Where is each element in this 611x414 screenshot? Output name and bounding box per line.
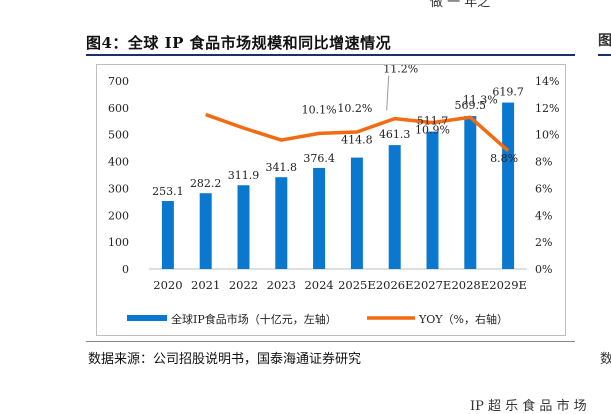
bar-value-label: 569.5 xyxy=(455,99,487,112)
yoy-value-label: 10.1% xyxy=(302,103,337,116)
bar xyxy=(161,201,174,269)
y-right-tick-label: 4% xyxy=(535,209,552,222)
title-underline xyxy=(86,54,575,56)
y-left-tick-label: 600 xyxy=(108,102,129,115)
x-category-label: 2025E xyxy=(338,278,376,292)
y-left-tick-label: 200 xyxy=(108,209,129,222)
yoy-value-label: 10.9% xyxy=(415,124,450,137)
bar-value-label: 282.2 xyxy=(190,177,222,190)
y-left-tick-label: 0 xyxy=(122,263,129,276)
x-category-label: 2020 xyxy=(153,278,182,292)
yoy-value-label: 11.3% xyxy=(463,93,498,106)
y-right-tick-label: 12% xyxy=(535,102,559,115)
cropped-adjacent-note: 数 xyxy=(600,352,611,367)
bar xyxy=(464,116,477,269)
y-left-tick-label: 700 xyxy=(108,75,129,88)
y-right-tick-label: 2% xyxy=(535,236,552,249)
y-right-tick-label: 0% xyxy=(535,263,552,276)
legend-bar-swatch xyxy=(127,315,167,321)
bar-value-label: 311.9 xyxy=(228,169,260,182)
bar xyxy=(199,193,212,269)
bar-value-label: 461.3 xyxy=(379,128,411,141)
bar xyxy=(350,157,363,269)
yoy-value-label: 8.8% xyxy=(490,152,518,165)
bar xyxy=(313,167,326,269)
y-right-tick-label: 8% xyxy=(535,156,552,169)
chart-svg: 0 100 200 300 400 500 600 700 0% 2% 4% 6% 8% 10% 12% 14… xyxy=(108,65,559,326)
x-category-label: 2023 xyxy=(267,278,296,292)
y-left-tick-label: 300 xyxy=(108,182,129,195)
x-category-label: 2028E xyxy=(451,278,489,292)
x-category-label: 2024 xyxy=(304,278,333,292)
y-right-tick-label: 6% xyxy=(535,182,552,195)
y-left-tick-label: 400 xyxy=(108,156,129,169)
yoy-line xyxy=(205,112,510,153)
chart-frame: 0 100 200 300 400 500 600 700 0% 2% 4% 6% 8% 10% 12% 14… xyxy=(96,64,566,336)
yoy-value-label: 10.2% xyxy=(337,102,372,115)
cropped-header-text: 做 一 年之 xyxy=(430,0,491,10)
x-category-label: 2022 xyxy=(229,278,258,292)
bar-value-label: 253.1 xyxy=(152,185,184,198)
y-left-tick-label: 100 xyxy=(108,236,129,249)
bar-value-label: 619.7 xyxy=(492,86,523,99)
legend-line-label: YOY（%，右轴） xyxy=(418,312,508,326)
bar xyxy=(502,102,515,269)
x-category-label: 2026E xyxy=(376,278,414,292)
y-right-tick-label: 10% xyxy=(535,129,559,142)
bar xyxy=(388,145,401,269)
bar-value-label: 414.8 xyxy=(341,134,373,147)
bar-value-label: 376.4 xyxy=(303,152,335,165)
x-category-label: 2021 xyxy=(191,278,220,292)
cropped-adjacent-title: 图 xyxy=(598,33,611,49)
bar-value-label: 341.8 xyxy=(266,161,298,174)
x-category-label: 2027E xyxy=(414,278,452,292)
bar xyxy=(275,177,288,269)
legend-bar-label: 全球IP食品市场（十亿元，左轴） xyxy=(171,312,337,326)
figure-title: 图4：全球 IP 食品市场规模和同比增速情况 xyxy=(86,34,392,52)
bar-value-label: 511.7 xyxy=(417,115,449,128)
source-note: 数据来源：公司招股说明书，国泰海通证券研究 xyxy=(88,352,362,367)
y-right-tick-label: 14% xyxy=(535,75,559,88)
source-rule xyxy=(86,341,575,342)
adjacent-title-underline xyxy=(598,54,611,56)
bar xyxy=(426,131,439,269)
x-category-label: 2029E xyxy=(489,278,527,292)
yoy-value-label: 11.2% xyxy=(383,65,418,76)
bar xyxy=(237,185,250,269)
y-left-tick-label: 500 xyxy=(108,129,129,142)
callout-line xyxy=(386,75,390,111)
